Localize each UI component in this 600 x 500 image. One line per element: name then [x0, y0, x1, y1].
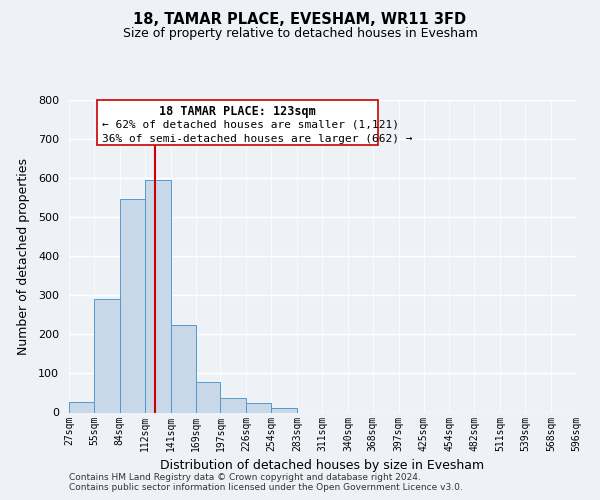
Text: Size of property relative to detached houses in Evesham: Size of property relative to detached ho…	[122, 28, 478, 40]
Bar	[120, 199, 145, 412]
Text: 18, TAMAR PLACE, EVESHAM, WR11 3FD: 18, TAMAR PLACE, EVESHAM, WR11 3FD	[133, 12, 467, 28]
FancyBboxPatch shape	[97, 100, 378, 146]
Text: Contains HM Land Registry data © Crown copyright and database right 2024.: Contains HM Land Registry data © Crown c…	[69, 472, 421, 482]
Text: Contains public sector information licensed under the Open Government Licence v3: Contains public sector information licen…	[69, 482, 463, 492]
Text: ← 62% of detached houses are smaller (1,121): ← 62% of detached houses are smaller (1,…	[102, 120, 399, 130]
Bar	[145, 180, 170, 412]
Text: 36% of semi-detached houses are larger (662) →: 36% of semi-detached houses are larger (…	[102, 134, 412, 144]
Bar	[220, 398, 247, 412]
Text: 18 TAMAR PLACE: 123sqm: 18 TAMAR PLACE: 123sqm	[159, 104, 316, 118]
Bar	[271, 408, 297, 412]
Bar	[247, 402, 271, 412]
Bar	[69, 402, 94, 412]
Bar	[94, 299, 120, 412]
Bar	[170, 325, 196, 412]
Y-axis label: Number of detached properties: Number of detached properties	[17, 158, 30, 355]
X-axis label: Distribution of detached houses by size in Evesham: Distribution of detached houses by size …	[160, 459, 485, 472]
Bar	[196, 382, 220, 412]
